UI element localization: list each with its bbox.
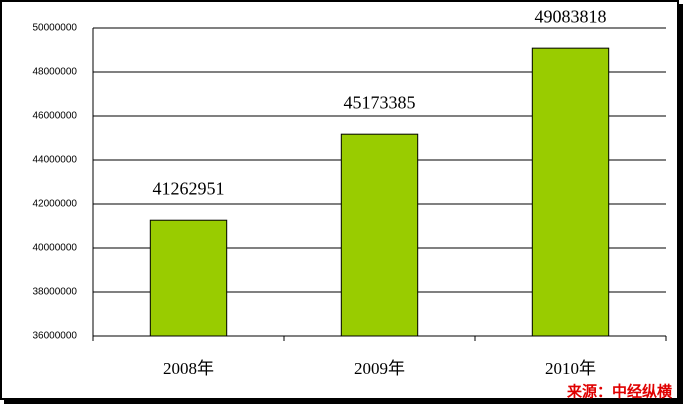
bar	[340, 133, 419, 337]
x-tick-label: 2008年	[163, 359, 214, 378]
y-tick-label: 36000000	[33, 331, 78, 342]
bar	[149, 219, 228, 337]
y-tick-label: 40000000	[33, 243, 78, 254]
data-label: 49083818	[535, 6, 607, 26]
x-tick-label: 2010年	[545, 359, 596, 378]
source-note: 来源：中经纵横	[566, 383, 673, 401]
data-label: 45173385	[344, 92, 416, 112]
x-tick-label: 2009年	[354, 359, 405, 378]
y-tick-label: 38000000	[33, 287, 78, 298]
y-tick-label: 44000000	[33, 155, 78, 166]
y-tick-label: 46000000	[33, 111, 78, 122]
bar	[531, 47, 610, 337]
y-tick-label: 42000000	[33, 199, 78, 210]
y-tick-label: 50000000	[33, 23, 78, 34]
y-tick-label: 48000000	[33, 67, 78, 78]
data-label: 41262951	[153, 178, 225, 198]
